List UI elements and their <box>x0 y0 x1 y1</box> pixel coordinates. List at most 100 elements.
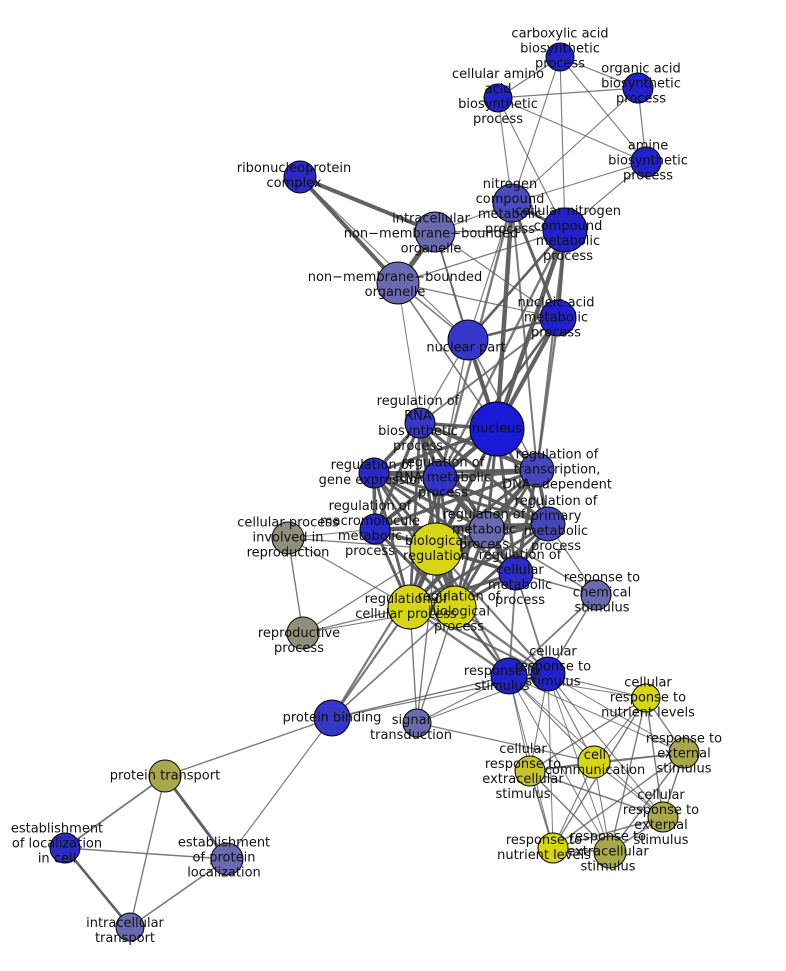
graph-node-signal_transduction[interactable] <box>402 708 432 738</box>
graph-edge <box>409 522 549 609</box>
graph-node-response_to_external_stimulus[interactable] <box>668 737 700 769</box>
graph-node-intracellular_transport[interactable] <box>115 912 145 942</box>
graph-edge <box>419 317 559 424</box>
graph-edge <box>129 858 228 928</box>
graph-edge <box>508 675 595 763</box>
graph-node-cellular_process_involved_in_reproduction[interactable] <box>271 521 305 555</box>
graph-edge <box>467 202 513 341</box>
graph-node-regulation_of_rna_biosynthetic_process[interactable] <box>404 407 436 439</box>
graph-node-reproductive_process[interactable] <box>286 616 320 650</box>
graph-edge <box>397 282 421 424</box>
graph-edge <box>373 471 488 532</box>
graph-node-nuclear_part[interactable] <box>447 319 489 361</box>
graph-edge <box>552 816 664 849</box>
graph-node-ribonucleoprotein_complex[interactable] <box>283 160 317 194</box>
graph-node-regulation_of_metabolic_process[interactable] <box>468 511 506 549</box>
graph-node-regulation_of_rna_metabolic_process[interactable] <box>422 460 458 496</box>
graph-node-cellular_nitrogen_compound_metabolic_process[interactable] <box>542 207 588 253</box>
graph-node-organic_acid_biosynthetic_process[interactable] <box>622 72 654 104</box>
graph-node-amine_biosynthetic_process[interactable] <box>630 146 662 178</box>
graph-edge <box>510 202 560 319</box>
graph-edge <box>511 87 639 204</box>
graph-edge <box>467 229 566 341</box>
graph-edge <box>511 161 647 204</box>
graph-edge <box>535 317 560 471</box>
graph-node-response_to_stimulus[interactable] <box>490 657 528 695</box>
graph-edge <box>547 673 554 849</box>
graph-node-carboxylic_acid_biosynthetic_process[interactable] <box>545 42 575 72</box>
graph-node-regulation_of_transcription_dna_dependent[interactable] <box>519 452 555 488</box>
graph-node-nitrogen_compound_metabolic_process[interactable] <box>492 183 532 223</box>
graph-node-intracellular_non_membrane_bounded_organelle[interactable] <box>414 211 456 253</box>
graph-edge <box>397 282 559 319</box>
graph-edge <box>529 697 647 772</box>
graph-node-response_to_extracellular_stimulus[interactable] <box>593 835 627 869</box>
graph-node-protein_binding[interactable] <box>313 699 351 737</box>
graph-node-cellular_response_to_external_stimulus[interactable] <box>647 801 679 833</box>
graph-edge <box>163 775 229 860</box>
graph-edge <box>494 202 515 430</box>
graph-edge <box>409 606 549 675</box>
graph-edge <box>416 722 595 763</box>
graph-node-regulation_of_macromolecule_metabolic_process[interactable] <box>359 513 391 545</box>
graph-edge <box>434 231 559 319</box>
graph-edge <box>129 775 166 928</box>
graph-edge <box>416 673 549 724</box>
graph-edge <box>438 229 567 479</box>
graph-node-response_to_chemical_stimulus[interactable] <box>580 579 612 611</box>
graph-edge <box>515 572 549 675</box>
graph-edge <box>64 847 228 860</box>
graph-node-cell_communication[interactable] <box>577 745 611 779</box>
graph-edge <box>497 97 566 231</box>
graph-edge <box>486 529 597 596</box>
graph-edge <box>287 537 411 608</box>
graph-node-establishment_of_protein_localization[interactable] <box>210 842 244 876</box>
graph-node-regulation_of_primary_metabolic_process[interactable] <box>530 506 566 542</box>
graph-node-biological_regulation[interactable] <box>409 522 463 576</box>
graph-node-cellular_amino_acid_biosynthetic_process[interactable] <box>483 83 513 113</box>
graph-edge <box>609 752 685 853</box>
graph-edge <box>64 775 166 849</box>
node-layer <box>49 42 700 942</box>
graph-node-nucleus[interactable] <box>469 401 525 457</box>
graph-edge <box>645 697 664 818</box>
graph-edge <box>331 606 411 719</box>
graph-edge <box>497 87 639 99</box>
graph-edge <box>397 282 498 430</box>
graph-edge <box>547 673 664 818</box>
graph-node-cellular_response_to_stimulus[interactable] <box>530 656 566 692</box>
graph-node-regulation_of_biological_process[interactable] <box>433 585 477 629</box>
graph-edge <box>299 175 436 234</box>
graph-node-regulation_of_gene_expression[interactable] <box>358 457 390 489</box>
graph-edge <box>331 606 456 719</box>
graph-node-non_membrane_bounded_organelle[interactable] <box>376 261 420 305</box>
graph-node-cellular_response_to_nutrient_levels[interactable] <box>631 683 661 713</box>
graph-edge <box>331 548 437 719</box>
graph-edge <box>508 675 685 754</box>
graph-edge <box>302 606 456 634</box>
graph-edge <box>508 675 611 853</box>
graph-edge <box>416 548 437 724</box>
graph-edge <box>397 229 566 284</box>
graph-edge <box>514 469 539 574</box>
graph-edge <box>529 770 611 853</box>
graph-edge <box>372 472 412 608</box>
graph-edge <box>226 717 333 860</box>
edge-layer <box>63 56 685 928</box>
graph-node-establishment_of_localization_in_cell[interactable] <box>49 832 81 864</box>
graph-edge <box>511 56 561 204</box>
graph-edge <box>552 752 685 849</box>
graph-node-regulation_of_cellular_metabolic_process[interactable] <box>498 555 534 591</box>
graph-node-nucleic_acid_metabolic_process[interactable] <box>539 299 577 337</box>
graph-edge <box>164 717 333 777</box>
graph-node-protein_transport[interactable] <box>148 759 182 793</box>
graph-node-cellular_response_to_extracellular_stimulus[interactable] <box>514 755 546 787</box>
graph-node-response_to_nutrient_levels[interactable] <box>537 832 569 864</box>
graph-edge <box>511 202 538 471</box>
graph-edge <box>374 468 538 531</box>
graph-edge <box>559 56 566 231</box>
graph-node-regulation_of_cellular_process[interactable] <box>387 584 433 630</box>
graph-edge <box>494 229 568 430</box>
